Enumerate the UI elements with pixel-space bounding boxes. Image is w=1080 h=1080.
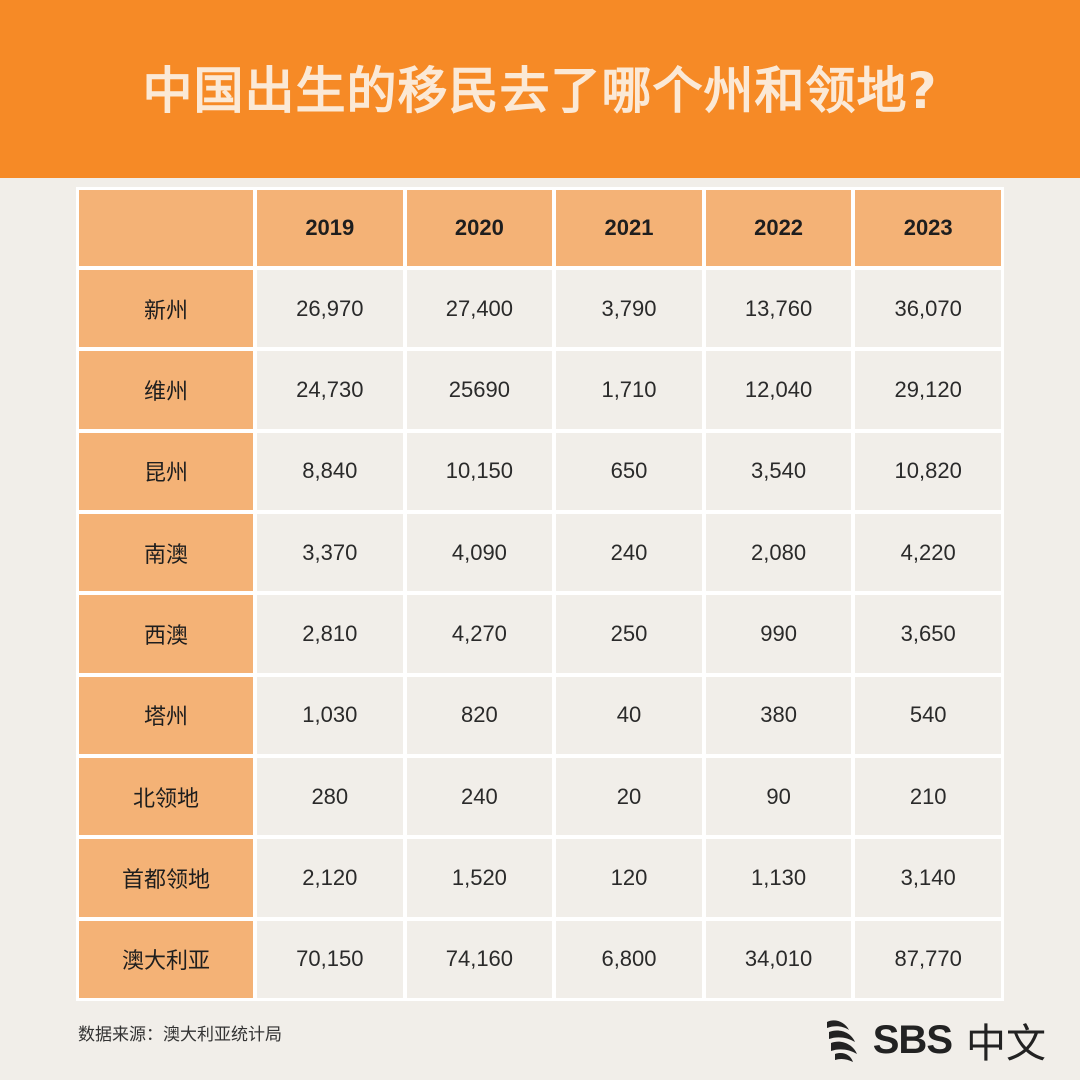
- table-cell: 34,010: [705, 920, 852, 998]
- table-cell: 4,270: [406, 595, 553, 673]
- table-cell: 4,220: [855, 513, 1001, 592]
- table-cell: 250: [556, 595, 702, 673]
- table-cell: 74,160: [406, 920, 553, 998]
- row-label: 昆州: [79, 432, 253, 510]
- table-cell: 6,800: [556, 920, 702, 998]
- table-cell: 90: [705, 757, 852, 836]
- table-cell: 280: [257, 757, 403, 836]
- data-table: 2019 2020 2021 2022 2023 新州 26,970 27,400 3,790…: [75, 186, 1005, 1002]
- table-cell: 2,120: [257, 839, 403, 917]
- table-cell: 210: [855, 757, 1001, 836]
- sbs-logo-suffix: 中文: [966, 1021, 1046, 1067]
- table-cell: 1,030: [257, 676, 403, 754]
- table-row: 南澳 3,370 4,090 240 2,080 4,220: [79, 513, 1001, 592]
- row-label: 维州: [79, 351, 253, 429]
- table-row: 西澳 2,810 4,270 250 990 3,650: [79, 595, 1001, 673]
- table-cell: 8,840: [257, 432, 403, 510]
- row-label: 塔州: [79, 676, 253, 754]
- sbs-logo: SBS 中文: [823, 1014, 1046, 1067]
- table-row: 首都领地 2,120 1,520 120 1,130 3,140: [79, 839, 1001, 917]
- table-cell: 2,810: [257, 595, 403, 673]
- sbs-wave-icon: [826, 1020, 857, 1062]
- table-cell: 1,520: [406, 839, 553, 917]
- table-row: 维州 24,730 25690 1,710 12,040 29,120: [79, 351, 1001, 429]
- table-cell: 87,770: [855, 920, 1001, 998]
- row-label: 新州: [79, 270, 253, 348]
- row-label: 首都领地: [79, 839, 253, 917]
- table-header-row: 2019 2020 2021 2022 2023: [79, 190, 1001, 266]
- table-cell: 25690: [406, 351, 553, 429]
- table-cell: 36,070: [855, 270, 1001, 348]
- source-note: 数据来源：澳大利亚统计局: [78, 1025, 282, 1045]
- table-cell: 4,090: [406, 513, 553, 592]
- table-cell: 3,650: [855, 595, 1001, 673]
- table-cell: 1,130: [705, 839, 852, 917]
- row-label: 西澳: [79, 595, 253, 673]
- table-cell: 820: [406, 676, 553, 754]
- table-cell: 10,820: [855, 432, 1001, 510]
- table-row: 北领地 280 240 20 90 210: [79, 757, 1001, 836]
- table-cell: 20: [556, 757, 702, 836]
- table-cell: 120: [556, 839, 702, 917]
- table-cell: 26,970: [257, 270, 403, 348]
- column-header-2020: 2020: [406, 190, 553, 266]
- table-row: 塔州 1,030 820 40 380 540: [79, 676, 1001, 754]
- table-cell: 990: [705, 595, 852, 673]
- table-cell: 12,040: [705, 351, 852, 429]
- table-cell: 240: [556, 513, 702, 592]
- column-header-2023: 2023: [855, 190, 1001, 266]
- table-cell: 540: [855, 676, 1001, 754]
- table-cell: 240: [406, 757, 553, 836]
- table-cell: 650: [556, 432, 702, 510]
- table-cell: 10,150: [406, 432, 553, 510]
- table-cell: 13,760: [705, 270, 852, 348]
- table-body: 新州 26,970 27,400 3,790 13,760 36,070 维州 24,730 2…: [79, 270, 1001, 998]
- table-row: 昆州 8,840 10,150 650 3,540 10,820: [79, 432, 1001, 510]
- table-cell: 380: [705, 676, 852, 754]
- table-cell: 2,080: [705, 513, 852, 592]
- table-cell: 40: [556, 676, 702, 754]
- table-cell: 24,730: [257, 351, 403, 429]
- table-corner-cell: [79, 190, 253, 266]
- sbs-logo-text: SBS: [872, 1017, 953, 1062]
- table-cell: 3,540: [705, 432, 852, 510]
- row-label: 南澳: [79, 513, 253, 592]
- table-cell: 29,120: [855, 351, 1001, 429]
- table-cell: 27,400: [406, 270, 553, 348]
- column-header-2022: 2022: [705, 190, 852, 266]
- table-cell: 3,370: [257, 513, 403, 592]
- column-header-2019: 2019: [257, 190, 403, 266]
- table-row: 新州 26,970 27,400 3,790 13,760 36,070: [79, 270, 1001, 348]
- column-header-2021: 2021: [556, 190, 702, 266]
- row-label: 澳大利亚: [79, 920, 253, 998]
- table-cell: 70,150: [257, 920, 403, 998]
- data-table-container: 2019 2020 2021 2022 2023 新州 26,970 27,400 3,790…: [76, 187, 1004, 1001]
- header-banner: 中国出生的移民去了哪个州和领地?: [0, 0, 1080, 178]
- table-cell: 1,710: [556, 351, 702, 429]
- table-row: 澳大利亚 70,150 74,160 6,800 34,010 87,770: [79, 920, 1001, 998]
- row-label: 北领地: [79, 757, 253, 836]
- table-cell: 3,140: [855, 839, 1001, 917]
- table-cell: 3,790: [556, 270, 702, 348]
- page-title: 中国出生的移民去了哪个州和领地?: [142, 62, 938, 120]
